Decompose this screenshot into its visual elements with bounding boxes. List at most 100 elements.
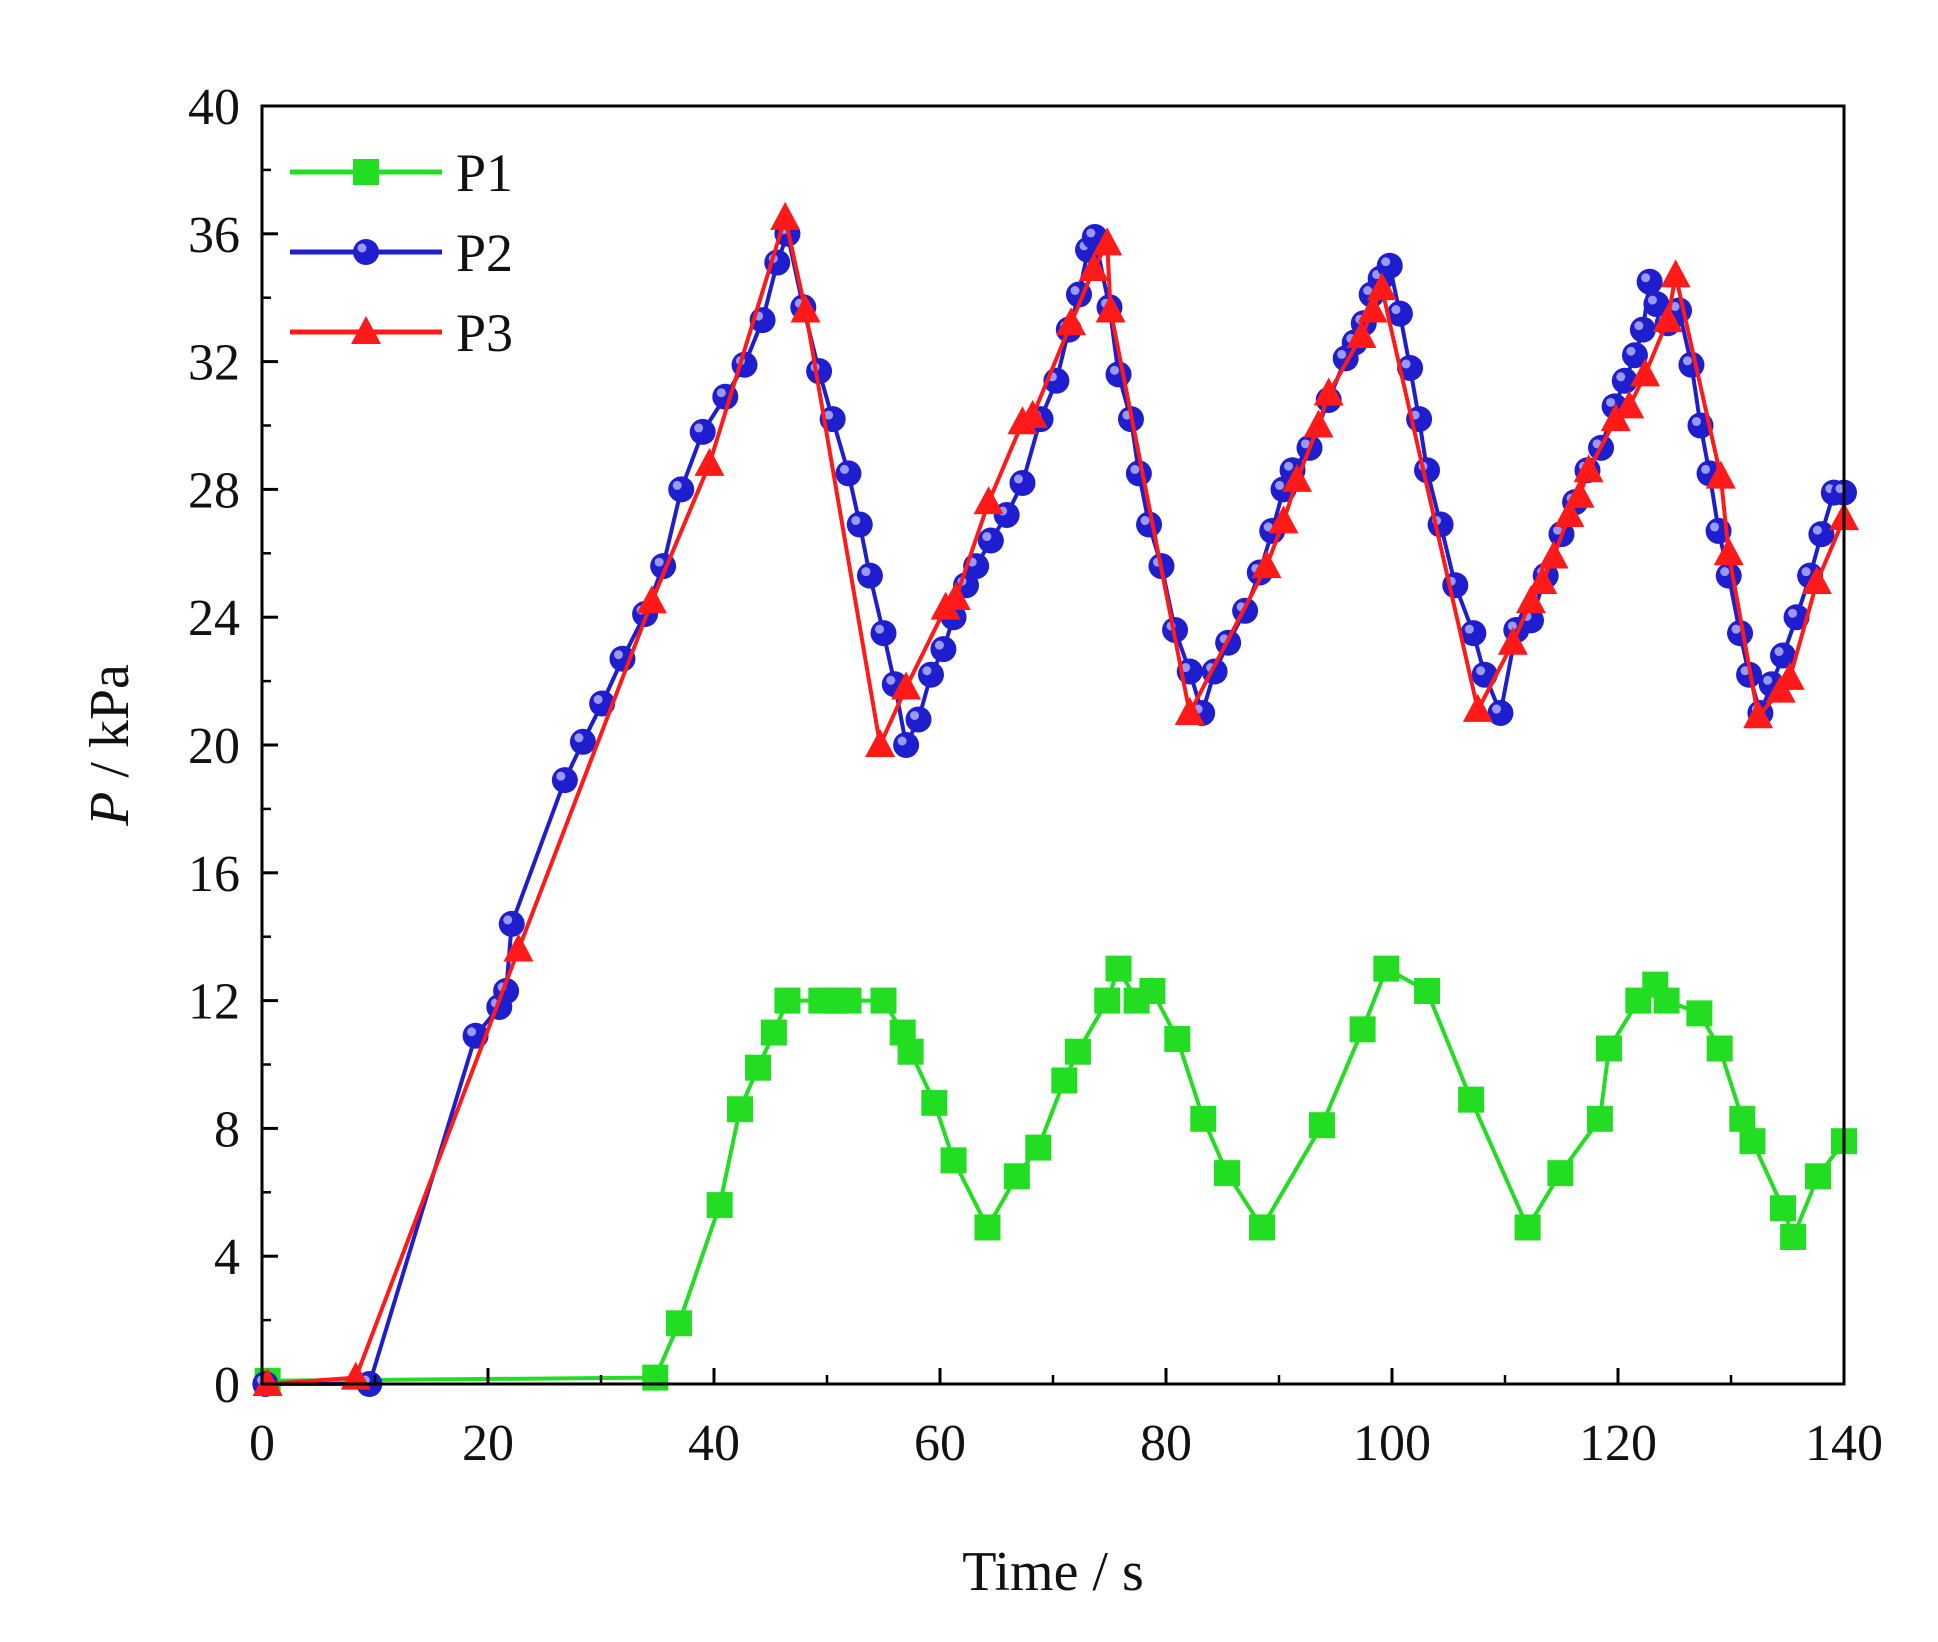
data-point-p2-shine bbox=[1634, 321, 1644, 331]
legend-marker-p3 bbox=[351, 316, 381, 344]
series-p3 bbox=[252, 201, 1859, 1396]
data-point-p2-shine bbox=[1720, 567, 1730, 577]
data-point-p1 bbox=[1105, 955, 1132, 982]
data-point-p2-shine bbox=[1086, 228, 1096, 238]
data-point-p3 bbox=[694, 447, 725, 476]
data-point-p2-shine bbox=[467, 1027, 477, 1037]
x-axis-title: Time / s bbox=[962, 1541, 1144, 1603]
data-point-p2-body bbox=[1629, 316, 1656, 343]
data-point-p2-shine bbox=[861, 567, 871, 577]
data-point-p2-body bbox=[1105, 361, 1132, 388]
data-point-p1 bbox=[1805, 1163, 1832, 1190]
data-point-p2 bbox=[1643, 291, 1670, 318]
y-axis-title-var: P bbox=[79, 792, 141, 827]
data-point-p1 bbox=[1064, 1038, 1091, 1065]
data-point-p3 bbox=[1743, 700, 1774, 729]
legend-marker-p2-shine bbox=[357, 243, 367, 253]
data-point-p3 bbox=[1527, 566, 1558, 595]
x-tick-label: 120 bbox=[1579, 1415, 1657, 1472]
data-point-p2-body bbox=[1487, 700, 1514, 727]
data-point-p3 bbox=[1092, 227, 1123, 256]
data-point-p2 bbox=[1460, 620, 1487, 647]
series-p2 bbox=[252, 220, 1857, 1397]
data-point-p2 bbox=[689, 418, 716, 445]
data-point-p2-body bbox=[856, 562, 883, 589]
axes: 0 20 40 60 80 100 120 140 0 4 8 12 16 20 24 28 32 36 40 bbox=[188, 79, 1883, 1472]
data-point-p2-shine bbox=[1801, 567, 1811, 577]
data-point-p2-shine bbox=[1301, 439, 1311, 449]
data-point-p2 bbox=[835, 460, 862, 487]
data-point-p3 bbox=[1017, 399, 1048, 428]
data-point-p3 bbox=[1313, 377, 1344, 406]
data-point-p1 bbox=[1051, 1067, 1078, 1094]
data-point-p2-body bbox=[930, 636, 957, 663]
x-tick-label: 40 bbox=[688, 1415, 740, 1472]
data-point-p2-shine bbox=[922, 666, 932, 676]
data-point-p2-shine bbox=[1701, 464, 1711, 474]
data-point-p2-shine bbox=[1337, 349, 1347, 359]
data-point-p1 bbox=[1686, 1000, 1713, 1027]
data-point-p2-shine bbox=[1812, 525, 1822, 535]
legend-label-p2: P2 bbox=[456, 223, 513, 283]
data-point-p2 bbox=[551, 767, 578, 794]
data-point-p2 bbox=[1678, 351, 1705, 378]
data-point-p2-shine bbox=[574, 733, 584, 743]
data-point-p2-shine bbox=[1401, 359, 1411, 369]
data-point-p1 bbox=[760, 1019, 787, 1046]
data-point-p3 bbox=[1462, 693, 1493, 722]
data-point-p3 bbox=[1705, 460, 1736, 489]
data-point-p2-shine bbox=[1013, 474, 1023, 484]
data-point-p3 bbox=[1774, 661, 1805, 690]
data-point-p2-shine bbox=[1606, 397, 1616, 407]
data-point-p1 bbox=[1547, 1160, 1574, 1187]
data-point-p2-body bbox=[870, 620, 897, 647]
x-tick-label: 60 bbox=[914, 1415, 966, 1472]
data-point-p2-shine bbox=[1682, 356, 1692, 366]
data-point-p2-shine bbox=[1763, 675, 1773, 685]
y-tick-label: 20 bbox=[188, 718, 240, 775]
data-point-p2-shine bbox=[1263, 522, 1273, 532]
data-point-p2 bbox=[930, 636, 957, 663]
data-point-p2 bbox=[569, 728, 596, 755]
data-point-p2 bbox=[1715, 562, 1742, 589]
data-point-p3 bbox=[1652, 304, 1683, 333]
data-point-p2 bbox=[1105, 361, 1132, 388]
data-point-p1 bbox=[1164, 1025, 1191, 1052]
data-point-p2-body bbox=[1678, 351, 1705, 378]
data-point-p2-body bbox=[835, 460, 862, 487]
data-point-p2-shine bbox=[1788, 608, 1798, 618]
y-axis-title-unit: / kPa bbox=[79, 664, 141, 792]
data-point-p1 bbox=[1729, 1105, 1756, 1132]
data-point-p3 bbox=[891, 671, 922, 700]
data-point-p2 bbox=[1621, 342, 1648, 369]
data-point-p1 bbox=[726, 1096, 753, 1123]
data-point-p2 bbox=[856, 562, 883, 589]
data-point-p1 bbox=[1780, 1224, 1807, 1251]
data-point-p2-shine bbox=[1670, 301, 1680, 311]
data-point-p2-shine bbox=[851, 516, 861, 526]
data-point-p2-shine bbox=[716, 388, 726, 398]
data-point-p3 bbox=[503, 933, 534, 962]
data-point-p3 bbox=[1366, 272, 1397, 301]
data-point-p2-shine bbox=[1491, 704, 1501, 714]
plot-content bbox=[252, 201, 1859, 1397]
data-point-p2 bbox=[1427, 511, 1454, 538]
data-point-p2 bbox=[1376, 252, 1403, 279]
data-point-p3 bbox=[1801, 566, 1832, 595]
data-point-p1 bbox=[1653, 987, 1680, 1014]
x-tick-label: 20 bbox=[462, 1415, 514, 1472]
data-point-p1 bbox=[1025, 1134, 1052, 1161]
data-point-p2-shine bbox=[1476, 666, 1486, 676]
data-point-p2-shine bbox=[1110, 365, 1120, 375]
data-point-p1 bbox=[1190, 1105, 1217, 1132]
legend-label-p3: P3 bbox=[456, 303, 513, 363]
data-point-p2 bbox=[846, 511, 873, 538]
legend-marker-p2-body bbox=[353, 239, 379, 265]
data-point-p1 bbox=[1595, 1035, 1622, 1062]
data-point-p1 bbox=[1373, 955, 1400, 982]
data-point-p2-shine bbox=[1740, 666, 1750, 676]
data-point-p3 bbox=[1497, 626, 1528, 655]
plot-frame bbox=[260, 104, 1846, 1386]
data-point-p2-body bbox=[1808, 521, 1835, 548]
